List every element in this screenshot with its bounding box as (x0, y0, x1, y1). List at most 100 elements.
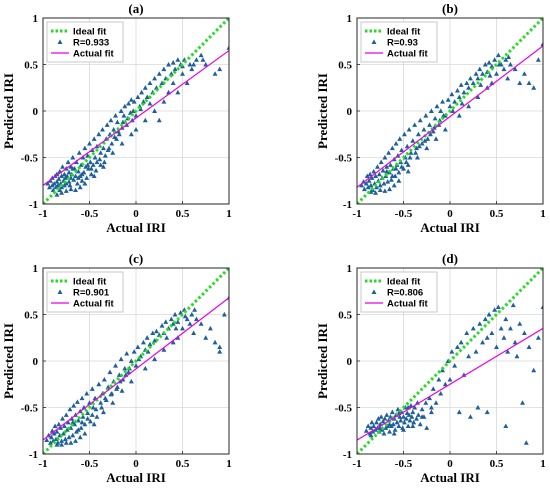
legend-entry: R=0.93 (387, 37, 418, 48)
y-tick-label: -1 (29, 199, 38, 211)
data-point (128, 131, 134, 137)
data-point (369, 175, 375, 180)
data-point (498, 325, 504, 331)
data-point (59, 190, 65, 195)
data-point (84, 175, 90, 180)
data-point (109, 140, 115, 146)
data-point (385, 179, 391, 184)
data-point (394, 419, 400, 425)
data-point (159, 80, 165, 86)
data-point (90, 404, 96, 410)
data-point (381, 180, 387, 186)
data-point (105, 384, 111, 389)
data-point (398, 417, 404, 423)
data-point (427, 395, 433, 401)
data-point (138, 106, 144, 112)
data-point (118, 356, 124, 362)
data-point (467, 414, 473, 419)
actual-fit-line (43, 50, 229, 186)
data-point (540, 41, 543, 46)
data-point (140, 339, 146, 345)
data-point (373, 190, 379, 195)
data-point (184, 316, 190, 322)
data-point (433, 400, 439, 405)
x-tick-label: 0.5 (176, 208, 190, 220)
data-point (152, 108, 158, 113)
data-point (487, 73, 493, 78)
data-point (387, 186, 393, 192)
data-point (410, 423, 416, 429)
data-point (422, 138, 428, 143)
data-point (419, 406, 425, 412)
data-point (506, 54, 512, 60)
data-point (99, 404, 105, 410)
data-point (63, 440, 69, 445)
data-point (106, 145, 112, 151)
y-tick-label: -1 (29, 449, 38, 461)
actual-fit-line (43, 297, 229, 441)
data-point (389, 145, 395, 151)
data-point (428, 131, 433, 137)
x-axis-label: Actual IRI (420, 470, 480, 485)
data-point (470, 80, 476, 86)
data-point (467, 75, 473, 81)
data-point (535, 57, 541, 62)
x-axis-label: Actual IRI (106, 470, 166, 485)
data-point (364, 173, 370, 179)
data-point (494, 344, 499, 349)
data-point (187, 321, 193, 326)
data-point (507, 325, 513, 331)
data-point (399, 164, 405, 169)
data-point (396, 169, 402, 175)
x-tick-label: -1 (38, 208, 47, 220)
data-point (70, 154, 76, 160)
data-point (456, 113, 462, 118)
data-point (480, 71, 486, 76)
chart-panel-0: -1 -0.5 0 0.5 1 -1 -0.5 0 0.5 1 (a) Actual IRI Predi… (1, 1, 232, 235)
data-point (484, 409, 490, 415)
data-point (96, 381, 102, 387)
data-layer (43, 18, 229, 204)
data-point (152, 337, 158, 343)
data-point (82, 180, 88, 186)
data-point (110, 400, 116, 405)
data-point (153, 85, 159, 90)
data-point (531, 367, 537, 373)
data-point (144, 335, 150, 340)
y-axis-label: Predicted IRI (315, 323, 330, 399)
data-point (374, 184, 379, 190)
data-point (389, 409, 395, 415)
data-point (168, 316, 174, 322)
data-point (152, 356, 158, 362)
data-point (512, 66, 518, 72)
data-point (401, 131, 407, 137)
data-point (79, 419, 85, 425)
data-point (365, 423, 371, 429)
data-point (507, 61, 513, 67)
data-point (114, 119, 120, 125)
data-point (59, 438, 65, 443)
data-point (477, 321, 483, 326)
legend-entry: R=0.806 (387, 287, 423, 298)
data-point (178, 310, 184, 315)
data-layer (357, 268, 543, 454)
y-tick-label: 0.5 (24, 310, 38, 322)
x-tick-label: 1 (226, 208, 232, 220)
data-point (110, 150, 116, 155)
data-point (180, 71, 185, 76)
ideal-fit-line (43, 268, 229, 454)
data-point (212, 71, 218, 76)
data-point (496, 61, 502, 67)
data-point (413, 150, 419, 155)
data-point (172, 311, 178, 317)
data-point (375, 416, 381, 421)
data-point (57, 187, 63, 192)
y-tick-label: 1 (33, 13, 39, 25)
data-point (128, 358, 134, 363)
data-point (62, 436, 68, 442)
data-point (189, 311, 195, 317)
data-point (184, 80, 190, 86)
data-point (191, 61, 197, 67)
data-point (142, 117, 148, 123)
